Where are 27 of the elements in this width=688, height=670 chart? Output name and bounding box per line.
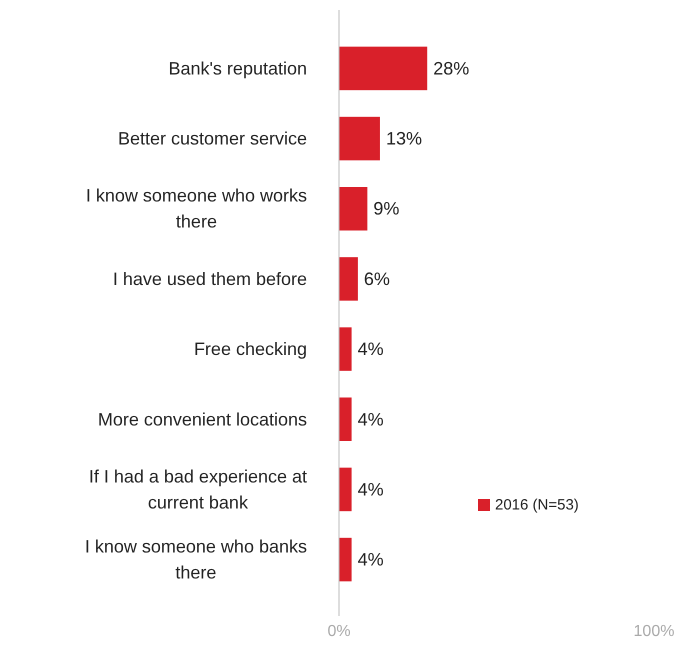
bar xyxy=(339,538,352,582)
legend-label: 2016 (N=53) xyxy=(495,496,579,514)
y-tick-label: I know someone who works there xyxy=(86,186,308,232)
bar xyxy=(339,46,428,90)
data-label: 13% xyxy=(386,128,422,149)
data-label: 4% xyxy=(358,339,384,360)
y-tick-label: I have used them before xyxy=(112,268,307,289)
y-tick-label: If I had a bad experience at current bank xyxy=(88,466,307,512)
data-label: 4% xyxy=(358,550,384,570)
bar xyxy=(339,257,358,301)
bar xyxy=(339,327,352,371)
bar xyxy=(339,398,352,442)
y-tick-label: Better customer service xyxy=(118,128,307,149)
y-tick-label: Bank's reputation xyxy=(168,58,308,78)
data-label: 4% xyxy=(358,479,384,500)
bar xyxy=(339,468,352,512)
bar xyxy=(339,187,368,230)
x-tick-label: 100% xyxy=(634,623,674,640)
x-tick-label: 0% xyxy=(327,623,351,640)
data-label: 28% xyxy=(433,58,470,78)
data-label: 6% xyxy=(364,268,390,289)
data-label: 4% xyxy=(358,409,384,430)
y-tick-label: I know someone who banks there xyxy=(84,536,308,583)
bar xyxy=(339,116,380,160)
data-label: 9% xyxy=(373,198,400,219)
y-tick-label: More convenient locations xyxy=(98,409,308,430)
y-tick-label: Free checking xyxy=(194,339,308,360)
